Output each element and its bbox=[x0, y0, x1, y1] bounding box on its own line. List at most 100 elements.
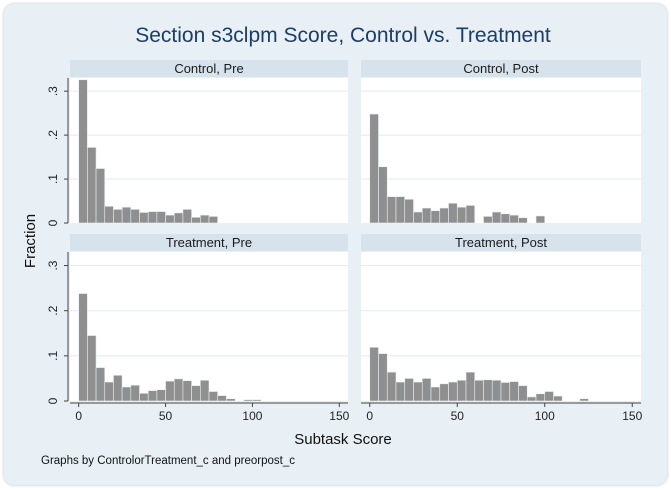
histogram-bar bbox=[191, 385, 201, 402]
histogram-bar bbox=[182, 380, 192, 402]
histogram-bar bbox=[483, 379, 493, 402]
histogram-bar bbox=[500, 213, 511, 224]
histogram-bar bbox=[386, 196, 397, 224]
x-tick-label: 100 bbox=[242, 409, 262, 423]
histogram-bar bbox=[518, 385, 528, 402]
y-tick-label: 0 bbox=[46, 397, 60, 404]
histogram-bar bbox=[191, 216, 201, 224]
histogram-bar bbox=[535, 215, 546, 224]
histogram-bar bbox=[208, 216, 218, 224]
histogram-bar bbox=[139, 212, 149, 224]
panel-strip bbox=[70, 60, 348, 77]
histogram-bar bbox=[500, 382, 511, 402]
histogram-bar bbox=[413, 381, 423, 402]
y-tick-label: .3 bbox=[46, 86, 60, 96]
plot-area bbox=[361, 78, 641, 223]
histogram-bar bbox=[518, 217, 528, 224]
histogram-bar bbox=[509, 381, 519, 402]
histogram-bar bbox=[113, 374, 123, 402]
histogram-bar bbox=[87, 335, 97, 402]
histogram-bar bbox=[121, 206, 132, 224]
histogram-bar bbox=[200, 214, 210, 224]
histogram-bar bbox=[104, 206, 114, 224]
histogram-bar bbox=[156, 211, 166, 224]
plot-area bbox=[361, 252, 641, 401]
histogram-bar bbox=[465, 205, 476, 224]
panel-strip-label: Control, Pre bbox=[174, 61, 243, 76]
histogram-bar bbox=[526, 396, 537, 402]
histogram-bar bbox=[430, 210, 441, 224]
graphs-by-note: Graphs by ControlorTreatment_c and preor… bbox=[41, 455, 295, 467]
histogram-bar bbox=[147, 390, 158, 402]
histogram-bar bbox=[413, 211, 423, 224]
histogram-bar bbox=[448, 202, 458, 224]
histogram-bar bbox=[217, 395, 227, 402]
histogram-bar bbox=[147, 211, 158, 224]
histogram-bar bbox=[78, 79, 88, 224]
histogram-bar bbox=[113, 209, 123, 224]
histogram-bar bbox=[456, 379, 467, 402]
histogram-bar bbox=[95, 168, 106, 224]
chart-title: Section s3clpm Score, Control vs. Treatm… bbox=[135, 24, 551, 47]
panel-strip bbox=[70, 234, 348, 251]
histogram-bar bbox=[421, 207, 432, 224]
histogram-bar bbox=[395, 381, 406, 402]
panel-grid: Control, Pre 0 .1 .2 .3 Control, Post Treatmen… bbox=[46, 60, 643, 423]
x-tick-label: 150 bbox=[622, 409, 642, 423]
histogram-bar bbox=[386, 371, 397, 402]
x-tick-label: 50 bbox=[159, 409, 173, 423]
histogram-bar bbox=[182, 209, 192, 224]
histogram-bar bbox=[483, 216, 493, 224]
panel-strip-label: Treatment, Pre bbox=[166, 235, 252, 250]
y-tick-label: .2 bbox=[46, 130, 60, 140]
y-axis-title: Fraction bbox=[22, 214, 39, 268]
x-axis-title: Subtask Score bbox=[294, 431, 392, 448]
histogram-bar bbox=[378, 353, 388, 402]
histogram-bar bbox=[87, 147, 97, 224]
panel-treatment-post: Treatment, Post 0 50 100 150 bbox=[361, 234, 643, 423]
histogram-bar bbox=[491, 211, 502, 224]
histogram-bar bbox=[430, 386, 441, 402]
histogram-bar bbox=[78, 293, 88, 402]
panel-control-pre: Control, Pre 0 .1 .2 .3 bbox=[46, 60, 348, 226]
panel-strip-label: Control, Post bbox=[463, 61, 539, 76]
plot-area bbox=[70, 78, 348, 223]
histogram-bar bbox=[369, 113, 379, 224]
histogram-bar bbox=[465, 371, 476, 402]
histogram-bar bbox=[439, 207, 449, 224]
panel-strip bbox=[361, 60, 641, 77]
histogram-bar bbox=[165, 214, 175, 224]
histogram-bar bbox=[404, 378, 414, 402]
histogram-bar bbox=[173, 212, 184, 224]
histogram-bar bbox=[95, 367, 106, 402]
histogram-bar bbox=[104, 381, 114, 402]
histogram-bar bbox=[439, 383, 449, 402]
histogram-bar bbox=[369, 346, 379, 402]
histogram-bar bbox=[200, 379, 210, 402]
histogram-bar bbox=[130, 384, 140, 402]
panel-treatment-pre: Treatment, Pre 0 .1 .2 .3 0 50 100 150 bbox=[46, 234, 350, 423]
histogram-bar bbox=[243, 399, 253, 402]
plot-area bbox=[70, 252, 348, 401]
histogram-bar bbox=[156, 389, 166, 402]
histogram-bar bbox=[165, 380, 175, 402]
panel-strip-label: Treatment, Post bbox=[455, 235, 547, 250]
histogram-bar bbox=[421, 378, 432, 402]
histogram-bar bbox=[208, 391, 218, 402]
panel-control-post: Control, Post bbox=[361, 60, 641, 224]
histogram-bar bbox=[553, 395, 563, 402]
y-tick-label: .1 bbox=[46, 174, 60, 184]
histogram-bar bbox=[404, 198, 414, 224]
histogram-bar bbox=[456, 206, 467, 224]
histogram-bar bbox=[378, 166, 388, 224]
histogram-bar bbox=[395, 196, 406, 224]
histogram-bar bbox=[130, 209, 140, 224]
histogram-bar bbox=[509, 214, 519, 224]
x-tick-label: 50 bbox=[451, 409, 465, 423]
histogram-bar bbox=[139, 393, 149, 402]
histogram-bar bbox=[173, 378, 184, 402]
x-tick-label: 150 bbox=[329, 409, 349, 423]
histogram-bar bbox=[474, 379, 484, 402]
